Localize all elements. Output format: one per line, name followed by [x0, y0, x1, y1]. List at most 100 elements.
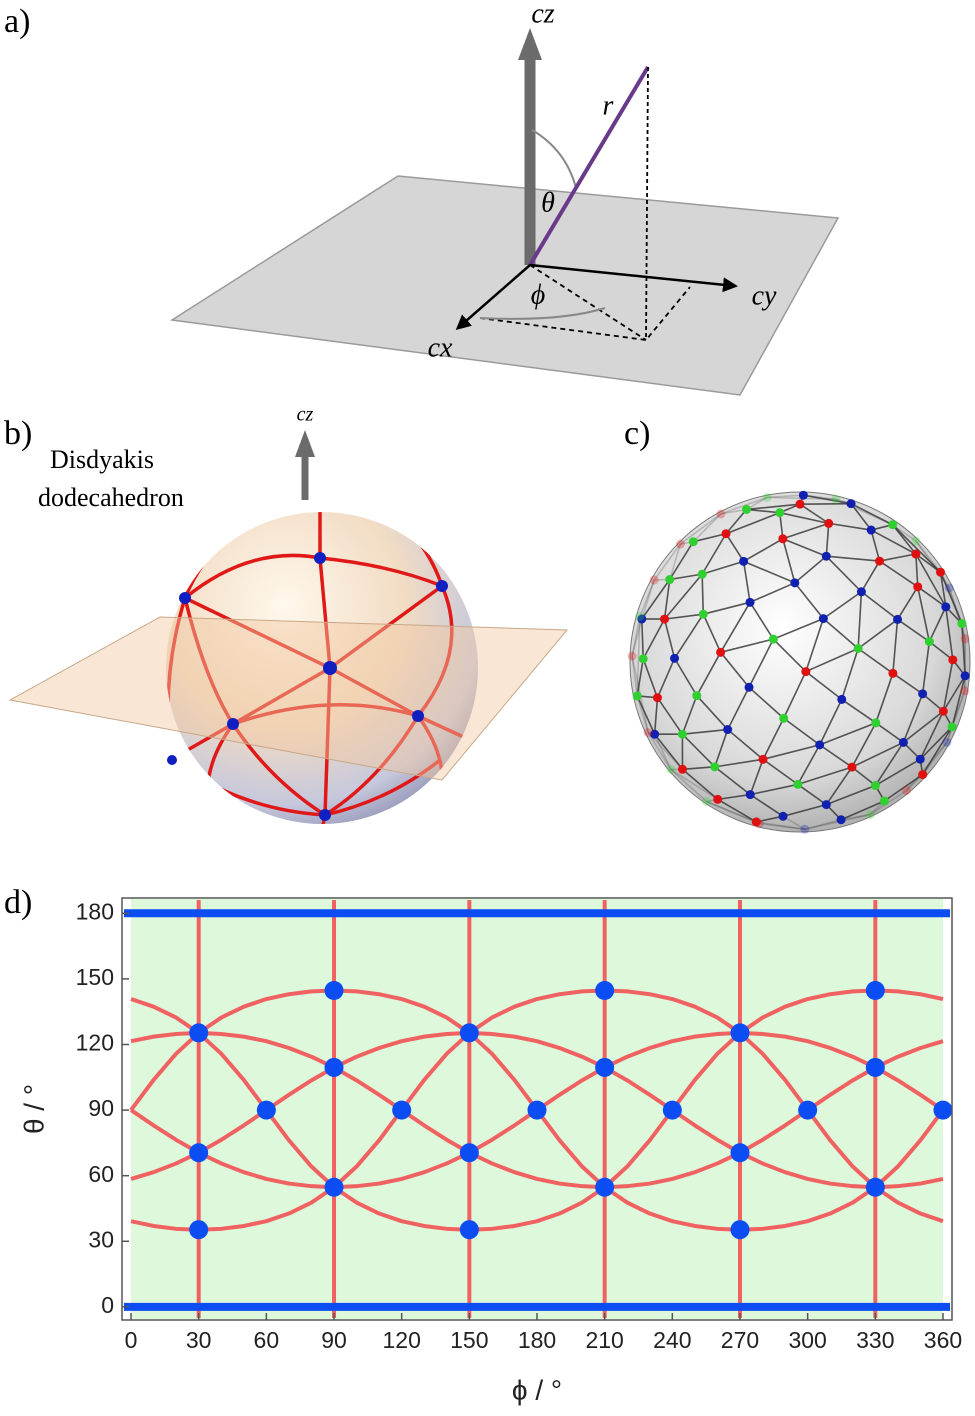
panel-b: b) Disdyakis dodecahedron cz — [4, 404, 569, 824]
point — [730, 1220, 750, 1240]
mesh-edge — [818, 699, 843, 746]
mesh-edge — [656, 697, 684, 735]
mesh-edge — [860, 591, 899, 621]
mesh-edge — [719, 601, 751, 653]
mesh-edge — [948, 587, 963, 624]
mesh-edge — [825, 766, 853, 806]
vertex — [665, 575, 675, 585]
symbol: ϕ — [531, 279, 546, 310]
mesh-edge — [860, 560, 881, 593]
vertex — [638, 654, 648, 664]
mesh-edge — [748, 686, 785, 719]
panel-label: d) — [4, 884, 32, 921]
x-tick-label: 300 — [788, 1327, 826, 1353]
mesh-edge — [879, 560, 919, 588]
mesh-edge — [939, 572, 947, 607]
mesh-edge — [875, 758, 921, 787]
mesh-edge — [896, 586, 919, 620]
vertex — [918, 770, 928, 780]
r-vector — [528, 65, 650, 267]
sphere — [629, 491, 971, 833]
vertex — [960, 634, 970, 644]
mesh-edge — [794, 582, 824, 620]
vertex — [938, 706, 948, 716]
mesh-edge — [701, 574, 705, 615]
mesh-edge — [851, 741, 904, 768]
y-tick-label: 180 — [76, 898, 114, 924]
vertex — [865, 810, 875, 820]
mesh-edge — [799, 502, 852, 505]
mesh-edge — [636, 616, 641, 696]
vertex — [918, 689, 928, 699]
mesh-edge — [803, 494, 836, 501]
vertex — [697, 569, 707, 579]
vertex — [911, 549, 921, 559]
mesh-edge — [919, 710, 945, 760]
axis-label: cy — [752, 280, 777, 311]
y-tick-label: 30 — [88, 1226, 114, 1252]
mesh-edge — [822, 617, 859, 650]
vertex — [960, 671, 970, 681]
x-tick-label: 270 — [721, 1327, 759, 1353]
vertex — [751, 817, 761, 827]
mesh-edge — [654, 733, 684, 770]
vertex — [870, 781, 880, 791]
axis-label: cx — [428, 332, 453, 363]
vertex — [815, 740, 825, 750]
mesh-edge — [663, 579, 671, 620]
mesh-edge — [782, 671, 807, 719]
mesh-edge — [951, 675, 966, 728]
mesh-edge — [870, 529, 917, 555]
point — [256, 1100, 276, 1120]
point — [865, 1177, 885, 1197]
mesh-edge — [703, 601, 751, 615]
point — [392, 1100, 412, 1120]
vertex — [666, 764, 676, 774]
vertex — [901, 785, 911, 795]
vertex — [652, 693, 662, 703]
vertex — [913, 582, 923, 592]
mesh-edge — [850, 502, 893, 526]
mesh-edge — [819, 722, 877, 746]
vertex — [915, 754, 925, 764]
mesh-edge — [892, 619, 899, 674]
point — [730, 1023, 750, 1043]
vertex — [779, 713, 789, 723]
mesh-edge — [663, 618, 676, 659]
mesh-edge — [653, 543, 682, 581]
mesh-edge — [902, 710, 944, 744]
y-tick-label: 150 — [76, 964, 114, 990]
mesh-edge — [762, 758, 799, 786]
vertex — [879, 796, 889, 806]
mesh-edge — [822, 591, 862, 620]
mesh-edge — [670, 768, 719, 801]
mesh-edge — [942, 659, 954, 712]
vertex — [947, 722, 957, 732]
vertex — [635, 612, 645, 622]
vertex — [898, 737, 908, 747]
vertex — [793, 779, 803, 789]
projection-line — [645, 66, 649, 341]
mesh-edge — [756, 815, 784, 823]
mesh-edge — [928, 606, 947, 642]
mesh-edge — [749, 582, 796, 604]
plane — [8, 616, 569, 781]
mesh-edge — [682, 728, 728, 735]
mesh-edge — [797, 766, 853, 786]
mesh-edge — [750, 783, 798, 796]
mesh-edge — [875, 673, 894, 724]
mesh-edge — [782, 538, 796, 584]
panel-a: a) cz cy cx r θ ϕ — [4, 0, 840, 396]
axis-label: cz — [531, 0, 554, 29]
point — [324, 980, 344, 1000]
point — [595, 1057, 615, 1077]
panel-label: c) — [624, 415, 650, 452]
vertex — [948, 655, 958, 665]
x-tick-label: 30 — [186, 1327, 212, 1353]
projection-line — [479, 286, 691, 341]
mesh-edge — [762, 717, 785, 760]
mesh-edge — [857, 647, 894, 674]
mesh-edge — [725, 511, 781, 535]
mesh-edge — [696, 651, 722, 696]
